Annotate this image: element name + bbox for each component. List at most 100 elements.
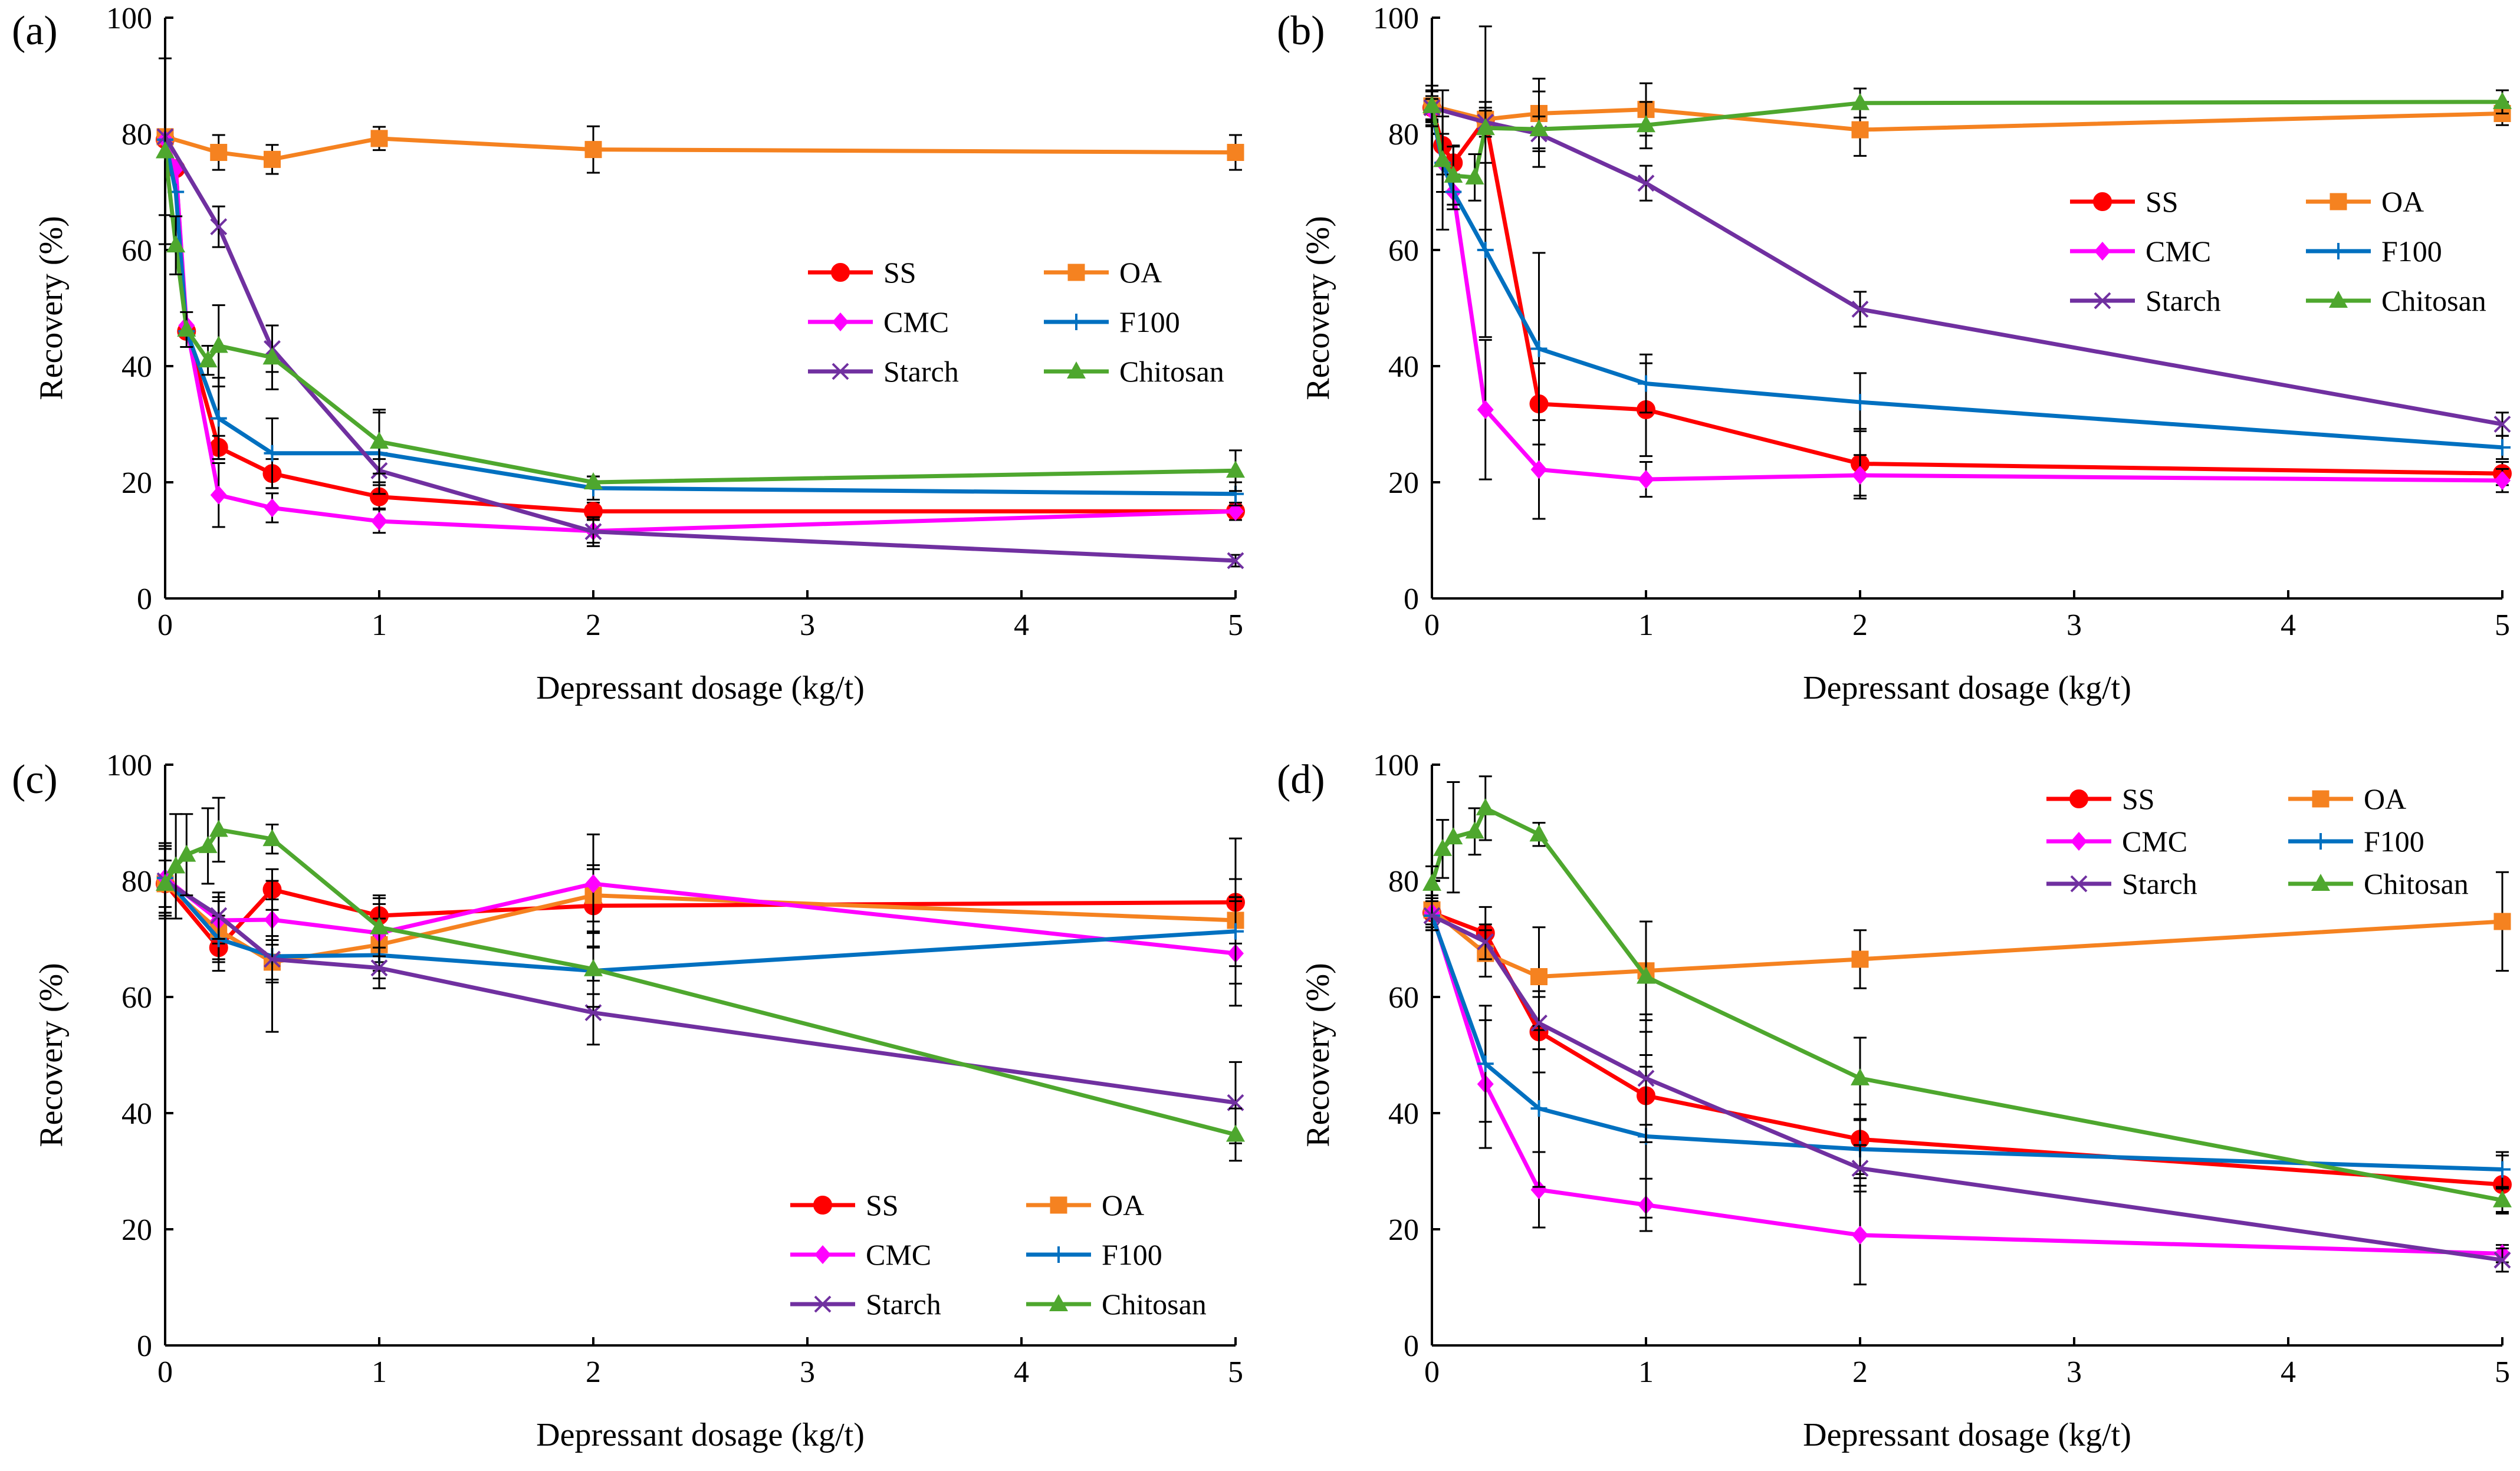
panel-a-series-f100-point: [210, 410, 227, 427]
panel-d-x-tick-label: 1: [1638, 1355, 1654, 1389]
panel-d-x-axis-title: Depressant dosage (kg/t): [1803, 1417, 2131, 1453]
panel-a-series-chitosan-point: [1226, 460, 1245, 478]
panel-c-series-chitosan-point-shape: [262, 829, 282, 847]
panel-a-series-chitosan-point-shape: [1226, 460, 1245, 478]
panel-a-series-oa-point-shape: [370, 130, 388, 147]
panel-c-legend-item-starch-marker: [814, 1295, 832, 1313]
panel-d-series-oa-point-shape: [1530, 968, 1548, 986]
panel-b-series-chitosan-point: [1476, 118, 1495, 136]
panel-d-series-starch-point: [1851, 1160, 1869, 1177]
panel-d-series-chitosan-point: [1529, 824, 1549, 842]
panel-c-series-chitosan-point: [370, 917, 389, 934]
panel-a-series-ss: [156, 130, 1245, 521]
panel-d-y-axis-title: Recovery (%): [1300, 963, 1336, 1147]
panel-d-series-starch-point-shape: [1530, 1014, 1548, 1032]
panel-b-label: (b): [1277, 8, 1325, 54]
panel-c-series-cmc-point-shape: [585, 874, 602, 893]
panel-d-series-cmc-line: [1430, 912, 2503, 1256]
panel-d-legend-item-starch-marker: [2070, 875, 2088, 893]
panel-b-series-starch-point: [2493, 416, 2511, 433]
panel-a-legend-item-ss-marker: [831, 263, 850, 282]
panel-b-series-cmc-point: [1852, 466, 1868, 485]
panel-a-label: (a): [12, 8, 58, 54]
panel-b-series-oa-point-shape: [1851, 121, 1869, 139]
panel-d-label: (d): [1277, 757, 1325, 802]
panel-d-series-oa-line: [1430, 908, 2503, 979]
panel-c-series-chitosan-point: [177, 844, 196, 862]
panel-b-x-axis-title: Depressant dosage (kg/t): [1803, 670, 2131, 706]
panel-a-series-cmc-point-shape: [264, 498, 281, 518]
panel-d-legend-item-ss-marker: [2069, 789, 2088, 808]
panel-d-y-tick-label: 80: [1388, 865, 1419, 899]
panel-c-x-axis-title: Depressant dosage (kg/t): [536, 1417, 865, 1453]
panel-d-series-chitosan-point-shape: [1851, 1068, 1870, 1085]
panel-d-x-tick-label: 0: [1424, 1355, 1440, 1389]
panel-a-legend-item-chitosan-label: Chitosan: [1119, 355, 1224, 388]
panel-b-series-chitosan-point-shape: [1851, 93, 1870, 110]
panel-d-x-tick-label: 2: [1852, 1355, 1868, 1389]
panel-d-series-f100-point-shape: [1477, 1055, 1494, 1072]
panel-b-legend-item-oa-marker-shape: [2330, 193, 2347, 210]
panel-a-series-starch-point-shape: [210, 218, 228, 236]
panel-c-series-starch-line: [164, 879, 1236, 1105]
panel-b-series-f100-point: [1530, 340, 1548, 357]
panel-a-series-chitosan-point: [262, 347, 282, 365]
panel-a-series-chitosan-point: [209, 335, 228, 353]
panel-b-series-cmc-point: [1530, 460, 1548, 479]
panel-a-x-tick-label: 3: [800, 608, 815, 642]
panel-d-series-chitosan-point: [1433, 838, 1453, 856]
panel-b-series-f100-point-shape: [1477, 242, 1494, 258]
panel-a-y-tick-label: 0: [137, 583, 152, 616]
panel-c-series-starch-point: [370, 959, 388, 977]
panel-b-series-chitosan-point-shape: [1637, 115, 1655, 133]
panel-b-series-f100-line: [1430, 110, 2503, 450]
panel-d-series-starch-point-shape: [1637, 1069, 1655, 1087]
panel-b-series-cmc-point-shape: [1638, 470, 1654, 489]
panel-d-x-tick-label: 3: [2066, 1355, 2082, 1389]
panel-a-series-oa-point-shape: [210, 144, 228, 162]
panel-a-legend-item-chitosan: Chitosan: [1044, 355, 1224, 388]
panel-d-legend-item-starch-marker-shape: [2070, 875, 2088, 893]
panel-d-legend-item-cmc-marker-shape: [2071, 832, 2087, 851]
panel-b-series-chitosan-point: [2493, 91, 2512, 109]
panel-d-series-chitosan-point: [1444, 827, 1463, 845]
panel-d-series-chitosan-point-shape: [1476, 798, 1495, 815]
panel-c-legend-item-cmc-marker-shape: [814, 1245, 831, 1264]
panel-b-legend-item-f100-label: F100: [2381, 235, 2442, 268]
panel-c-legend-item-starch-label: Starch: [866, 1288, 941, 1321]
panel-c-series-chitosan-point: [262, 829, 282, 847]
panel-b-series-cmc-point-shape: [1477, 400, 1494, 419]
panel-d-series-f100-point: [2494, 1161, 2511, 1178]
panel-a-legend-item-ss-marker-shape: [831, 263, 850, 282]
panel-a-series-cmc-point-shape: [371, 511, 387, 531]
panel-b-series-chitosan-point-shape: [1476, 118, 1495, 136]
panel-b-series-chitosan-point-shape: [1422, 96, 1441, 113]
panel-b-legend-item-oa-marker: [2330, 193, 2347, 210]
panel-c-legend-item-starch-marker-shape: [814, 1295, 832, 1313]
panel-a-legend-item-cmc-marker: [832, 312, 849, 331]
panel-b-series-starch-point-shape: [1637, 175, 1655, 192]
panel-b-legend-item-chitosan-label: Chitosan: [2381, 284, 2486, 317]
panel-d-legend-item-ss-marker-shape: [2069, 789, 2088, 808]
panel-c-legend-item-ss-label: SS: [866, 1189, 899, 1222]
panel-b-series-chitosan-point-shape: [1444, 165, 1463, 183]
panel-b-legend-item-cmc-label: CMC: [2146, 235, 2211, 268]
panel-a-series-chitosan-point: [198, 350, 218, 368]
panel-c-series-chitosan-point-shape: [166, 856, 186, 874]
panel-c-series-starch-point-shape: [370, 959, 388, 977]
panel-d-series-starch-point: [2493, 1251, 2511, 1269]
panel-a-series-f100: [157, 131, 1244, 506]
panel-b-series-f100-point: [1852, 394, 1868, 411]
panel-d-axes: 0 1 2 3 4 5 0 20 40 60 80 100: [1373, 749, 2510, 1389]
panel-b-series-oa-point: [1851, 121, 1869, 139]
panel-b-series-f100-point-shape: [1852, 394, 1868, 411]
panel-d-legend: SS OA CMC F100 Starch Chitosan: [2046, 782, 2469, 900]
panel-c-x-tick-label: 5: [1228, 1355, 1243, 1389]
panel-d-legend-item-cmc-label: CMC: [2122, 825, 2187, 858]
panel-c-x-tick-label: 3: [800, 1355, 815, 1389]
panel-a-y-tick-label: 80: [121, 118, 152, 152]
panel-a-legend-item-starch-marker: [832, 363, 849, 380]
panel-a-series-oa-point: [1227, 144, 1244, 162]
panel-c-series-chitosan-point-shape: [370, 917, 389, 934]
panel-d-series-oa-point: [1851, 950, 1869, 968]
